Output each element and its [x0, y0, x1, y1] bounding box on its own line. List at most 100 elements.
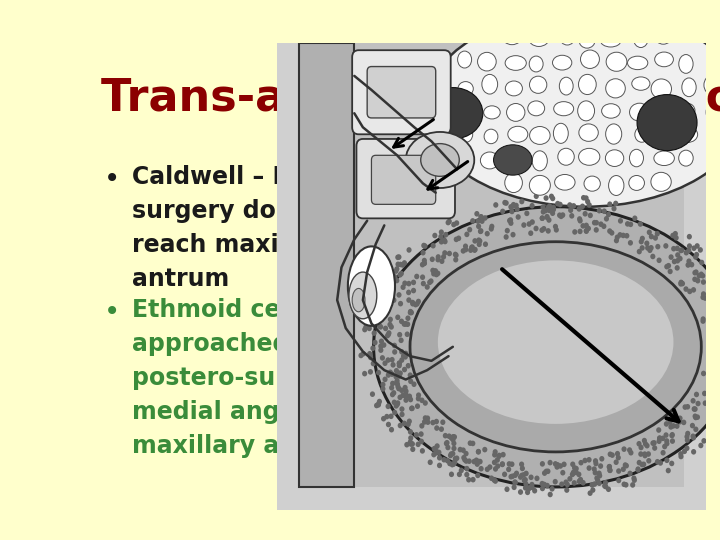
- Ellipse shape: [521, 222, 526, 228]
- Ellipse shape: [362, 327, 367, 333]
- Ellipse shape: [434, 272, 439, 278]
- Ellipse shape: [518, 489, 523, 495]
- Ellipse shape: [425, 10, 720, 207]
- Ellipse shape: [466, 477, 472, 483]
- Ellipse shape: [588, 490, 593, 496]
- Text: Trans-antral ethmoidectomy: Trans-antral ethmoidectomy: [101, 77, 720, 120]
- Ellipse shape: [597, 208, 602, 213]
- Ellipse shape: [458, 447, 463, 453]
- Ellipse shape: [607, 468, 613, 473]
- Ellipse shape: [410, 406, 415, 411]
- Ellipse shape: [434, 419, 439, 424]
- Ellipse shape: [377, 282, 383, 288]
- Ellipse shape: [432, 446, 437, 451]
- Ellipse shape: [554, 102, 574, 116]
- Ellipse shape: [495, 457, 500, 463]
- Ellipse shape: [544, 195, 549, 201]
- Ellipse shape: [544, 214, 549, 219]
- Ellipse shape: [635, 127, 649, 142]
- Ellipse shape: [616, 468, 621, 474]
- Ellipse shape: [534, 226, 539, 231]
- Ellipse shape: [680, 281, 685, 286]
- Ellipse shape: [694, 392, 699, 397]
- Ellipse shape: [468, 247, 473, 253]
- Ellipse shape: [380, 382, 385, 387]
- Ellipse shape: [665, 441, 670, 447]
- Ellipse shape: [454, 455, 459, 461]
- Ellipse shape: [377, 319, 382, 325]
- Ellipse shape: [544, 214, 549, 220]
- Ellipse shape: [477, 52, 496, 71]
- Ellipse shape: [608, 451, 613, 457]
- Ellipse shape: [590, 482, 595, 488]
- Ellipse shape: [511, 202, 516, 207]
- Ellipse shape: [684, 250, 689, 255]
- Ellipse shape: [671, 246, 676, 252]
- Ellipse shape: [553, 461, 558, 467]
- Ellipse shape: [551, 205, 556, 211]
- Ellipse shape: [454, 252, 459, 258]
- Ellipse shape: [686, 248, 691, 253]
- Ellipse shape: [478, 228, 484, 234]
- Ellipse shape: [507, 218, 512, 224]
- Ellipse shape: [432, 268, 437, 274]
- Ellipse shape: [639, 445, 644, 450]
- FancyBboxPatch shape: [372, 156, 436, 204]
- Ellipse shape: [505, 81, 523, 96]
- Ellipse shape: [406, 297, 411, 303]
- Ellipse shape: [467, 227, 472, 232]
- Ellipse shape: [397, 373, 402, 379]
- Ellipse shape: [529, 176, 550, 195]
- Ellipse shape: [666, 263, 671, 268]
- Polygon shape: [277, 43, 706, 510]
- Ellipse shape: [420, 262, 425, 267]
- Ellipse shape: [530, 219, 535, 225]
- Ellipse shape: [374, 301, 379, 307]
- Ellipse shape: [367, 322, 372, 327]
- Ellipse shape: [397, 370, 403, 376]
- Ellipse shape: [628, 56, 648, 70]
- Ellipse shape: [407, 247, 412, 253]
- Ellipse shape: [510, 474, 515, 479]
- Ellipse shape: [470, 218, 475, 224]
- Ellipse shape: [530, 126, 550, 144]
- Ellipse shape: [489, 475, 494, 481]
- Ellipse shape: [547, 460, 553, 465]
- Ellipse shape: [632, 477, 637, 483]
- Ellipse shape: [629, 176, 644, 191]
- Ellipse shape: [554, 227, 559, 233]
- Ellipse shape: [382, 376, 387, 382]
- Ellipse shape: [698, 247, 703, 253]
- Ellipse shape: [418, 431, 423, 437]
- Ellipse shape: [387, 274, 392, 280]
- Ellipse shape: [567, 476, 572, 482]
- Ellipse shape: [423, 244, 428, 249]
- Ellipse shape: [484, 129, 498, 144]
- Ellipse shape: [492, 449, 498, 455]
- Ellipse shape: [655, 127, 674, 141]
- Text: maxillary antrum: maxillary antrum: [132, 434, 361, 458]
- Ellipse shape: [439, 427, 444, 432]
- Ellipse shape: [695, 414, 700, 420]
- Ellipse shape: [421, 242, 426, 248]
- Ellipse shape: [368, 355, 373, 360]
- Ellipse shape: [704, 75, 720, 95]
- Ellipse shape: [577, 228, 582, 234]
- Ellipse shape: [678, 451, 683, 457]
- Ellipse shape: [685, 434, 690, 440]
- Ellipse shape: [607, 228, 612, 234]
- Ellipse shape: [450, 451, 456, 456]
- Ellipse shape: [469, 244, 475, 250]
- Ellipse shape: [621, 467, 626, 472]
- Ellipse shape: [385, 403, 391, 409]
- Ellipse shape: [402, 260, 407, 266]
- Ellipse shape: [405, 315, 410, 321]
- Ellipse shape: [541, 205, 546, 210]
- Ellipse shape: [552, 55, 572, 70]
- Ellipse shape: [419, 397, 425, 403]
- Ellipse shape: [685, 446, 690, 451]
- Ellipse shape: [560, 212, 565, 218]
- Ellipse shape: [422, 419, 427, 425]
- Ellipse shape: [572, 465, 577, 471]
- Ellipse shape: [667, 268, 672, 274]
